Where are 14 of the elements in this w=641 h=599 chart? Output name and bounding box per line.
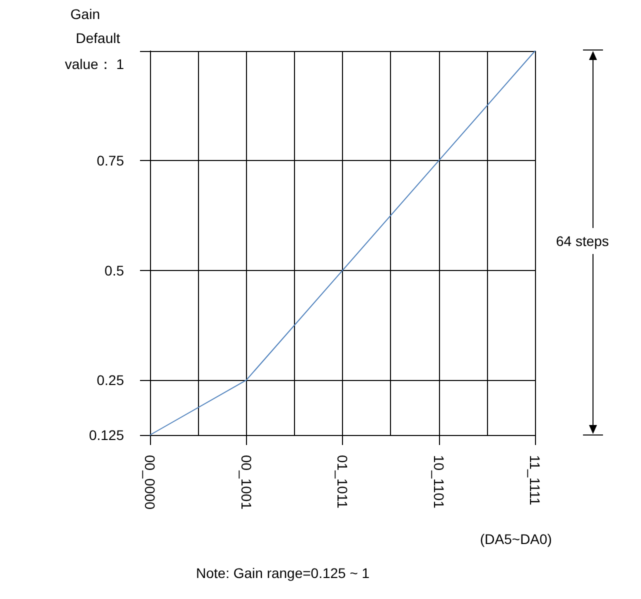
y-tick-label: 0.5 bbox=[104, 262, 124, 278]
y-tick-label: 0.25 bbox=[96, 372, 124, 388]
x-tick-label: 01_1011 bbox=[334, 455, 350, 509]
y-tick-label: 0.75 bbox=[96, 152, 124, 169]
y-axis-title: Gain bbox=[70, 6, 100, 22]
y-tick-label: 0.125 bbox=[88, 427, 124, 443]
text: Note: Gain range=0.125 ~ 1 bbox=[196, 565, 370, 581]
x-tick-label: 11_1111 bbox=[527, 455, 543, 506]
x-tick-label: 00_1001 bbox=[238, 455, 254, 510]
y-tick-label: Default value： 1 bbox=[64, 30, 124, 72]
x-tick-label: 00_0000 bbox=[142, 455, 158, 510]
x-tick-label: 10_1101 bbox=[430, 455, 447, 509]
x-axis-title: (DA5~DA0) bbox=[480, 531, 552, 547]
text: 64 steps bbox=[556, 233, 609, 249]
